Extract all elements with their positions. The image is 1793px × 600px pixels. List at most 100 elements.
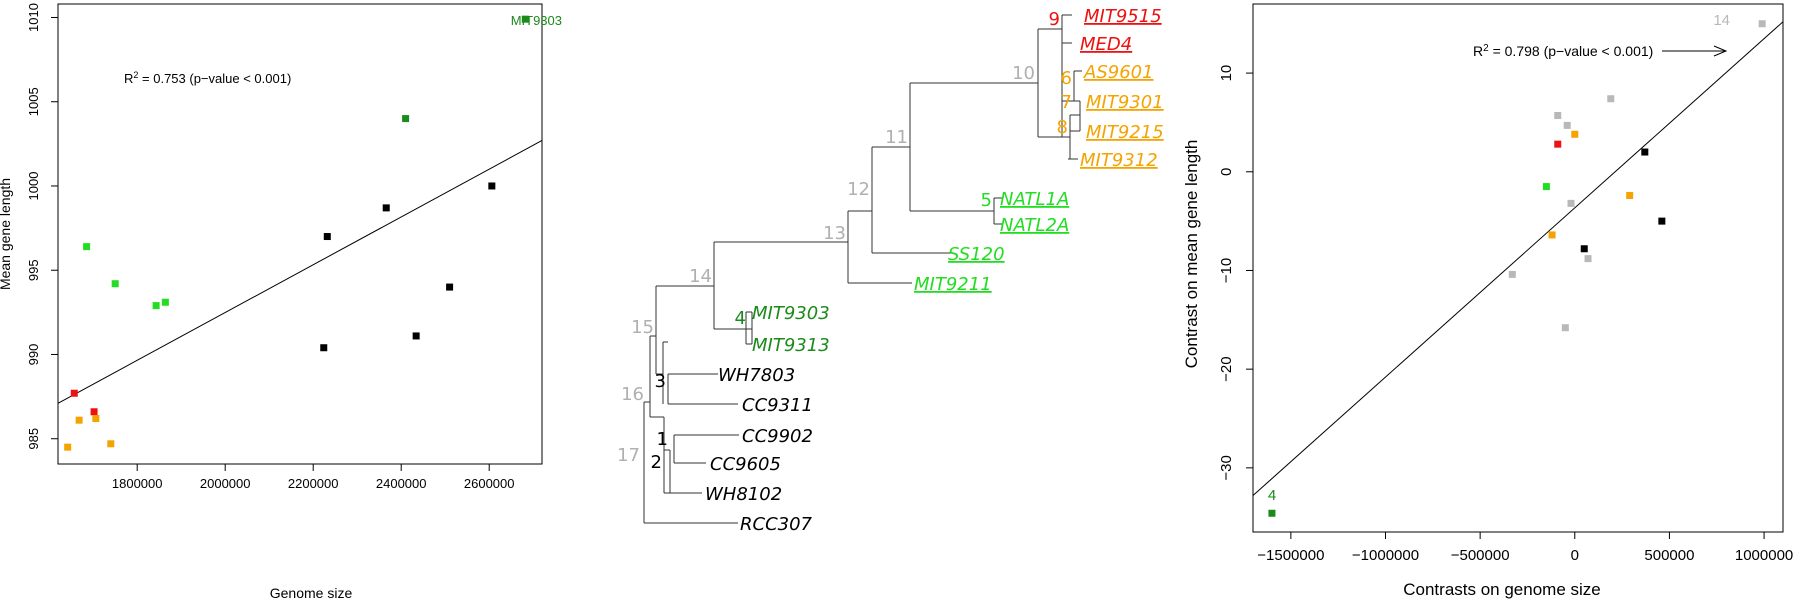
r2-annotation: R2 = 0.753 (p−value < 0.001) xyxy=(124,70,291,86)
data-point xyxy=(1571,130,1579,138)
tree-leaf-label: NATL1A xyxy=(1000,189,1069,210)
y-tick-label: 1010 xyxy=(26,3,41,32)
y-tick-label: 1005 xyxy=(26,87,41,116)
tree-node-label: 17 xyxy=(617,445,640,466)
data-point xyxy=(1554,140,1562,148)
tree-node-label: 5 xyxy=(981,190,992,211)
tree-leaf-label: CC9605 xyxy=(710,454,781,475)
x-tick-label: −500000 xyxy=(1451,547,1510,564)
data-point xyxy=(1567,199,1575,207)
tree-leaf-label: MIT9211 xyxy=(914,274,992,295)
x-tick-label: −1500000 xyxy=(1257,547,1324,564)
x-tick-label: 2600000 xyxy=(464,476,515,491)
point-label-4: 4 xyxy=(1268,487,1276,504)
data-point xyxy=(521,15,529,23)
data-point xyxy=(1758,20,1766,28)
tree-node-label: 9 xyxy=(1049,9,1060,30)
tree-leaf-label: SS120 xyxy=(948,244,1005,265)
y-tick-label: 0 xyxy=(1218,168,1235,176)
data-point xyxy=(446,283,454,291)
y-axis-ticks: 985 990 995 1000 1005 1010 xyxy=(26,3,58,450)
data-point xyxy=(488,182,496,190)
data-point xyxy=(92,415,100,423)
tree-leaf-label: WH7803 xyxy=(718,365,795,386)
tree-node-label: 6 xyxy=(1061,68,1072,89)
tree-leaf-label: MED4 xyxy=(1080,34,1132,55)
r2-annotation: R2 = 0.798 (p−value < 0.001) xyxy=(1473,43,1653,59)
annotation-arrow xyxy=(1662,45,1728,57)
tree-leaf-label: MIT9301 xyxy=(1086,92,1164,113)
data-point xyxy=(412,332,420,340)
x-axis-label: Genome size xyxy=(270,585,353,600)
data-point xyxy=(1584,255,1592,263)
data-point xyxy=(1542,183,1550,191)
x-tick-label: 2400000 xyxy=(376,476,427,491)
tree-node-label: 4 xyxy=(735,308,746,329)
tree-leaf-label: MIT9215 xyxy=(1086,122,1164,143)
data-point xyxy=(1268,509,1276,517)
y-axis-label: Contrast on mean gene length xyxy=(1182,140,1201,369)
tree-node-label: 16 xyxy=(621,384,644,405)
point-label-mit9303: MIT9303 xyxy=(511,13,562,28)
data-point xyxy=(1548,231,1556,239)
tree-leaf-label: CC9902 xyxy=(742,426,813,447)
data-point xyxy=(1607,95,1615,103)
tree-node-label: 13 xyxy=(823,223,846,244)
x-axis-ticks: −1500000 −1000000 −500000 0 500000 1000000 xyxy=(1257,532,1793,564)
tree-node-label: 2 xyxy=(651,452,662,473)
data-points xyxy=(1268,20,1766,517)
tree-leaf-label: MIT9313 xyxy=(752,335,830,356)
scatter-contrasts: −1500000 −1000000 −500000 0 500000 1000000 −3… xyxy=(1182,3,1793,599)
x-tick-label: 2200000 xyxy=(288,476,339,491)
data-point xyxy=(107,440,115,448)
regression-line xyxy=(57,140,543,404)
data-point xyxy=(320,344,328,352)
data-point xyxy=(1626,191,1634,199)
y-axis-ticks: −30 −20 −10 0 10 xyxy=(1218,65,1253,481)
x-tick-label: 1000000 xyxy=(1735,547,1793,564)
x-tick-label: 500000 xyxy=(1644,547,1694,564)
data-point xyxy=(1580,245,1588,253)
tree-node-label: 8 xyxy=(1057,117,1068,138)
tree-leaf-label: CC9311 xyxy=(742,395,813,416)
tree-leaf-label: AS9601 xyxy=(1083,62,1154,83)
data-points xyxy=(64,15,529,451)
data-point xyxy=(1561,324,1569,332)
tree-leaf-label: MIT9312 xyxy=(1080,150,1158,171)
plot-frame xyxy=(57,3,543,465)
x-tick-label: 2000000 xyxy=(200,476,251,491)
y-tick-label: 990 xyxy=(26,344,41,366)
data-point xyxy=(402,115,410,123)
x-tick-label: 1800000 xyxy=(112,476,163,491)
point-label-14: 14 xyxy=(1713,12,1730,29)
y-axis-label: Mean gene length xyxy=(0,178,13,290)
tree-node-label: 11 xyxy=(885,127,908,148)
y-tick-label: −30 xyxy=(1218,455,1235,480)
data-point xyxy=(1658,217,1666,225)
tree-node-label: 3 xyxy=(655,371,666,392)
data-point xyxy=(1641,148,1649,156)
data-point xyxy=(1554,112,1562,120)
y-tick-label: 985 xyxy=(26,428,41,450)
regression-line xyxy=(1252,21,1784,496)
phylogenetic-tree: MIT9515 MED4 AS9601 MIT9301 MIT9215 MIT9312 NA… xyxy=(617,6,1164,535)
tree-leaf-label: MIT9303 xyxy=(752,303,830,324)
tree-leaf-label: MIT9515 xyxy=(1084,6,1162,27)
y-tick-label: 995 xyxy=(26,259,41,281)
tree-node-label: 15 xyxy=(631,317,654,338)
data-point xyxy=(323,233,331,241)
tree-node-label: 14 xyxy=(689,266,712,287)
x-axis-label: Contrasts on genome size xyxy=(1403,580,1601,599)
y-tick-label: −20 xyxy=(1218,356,1235,381)
y-tick-label: −10 xyxy=(1218,258,1235,283)
data-point xyxy=(382,204,390,212)
data-point xyxy=(90,408,98,416)
tree-leaf-label: RCC307 xyxy=(740,514,813,535)
x-tick-label: −1000000 xyxy=(1352,547,1419,564)
tree-leaf-label: WH8102 xyxy=(705,484,782,505)
data-point xyxy=(83,243,91,251)
y-tick-label: 1000 xyxy=(26,172,41,201)
scatter-genome-size-vs-gene-length: 1800000 2000000 2200000 2400000 2600000 9859… xyxy=(0,3,562,600)
